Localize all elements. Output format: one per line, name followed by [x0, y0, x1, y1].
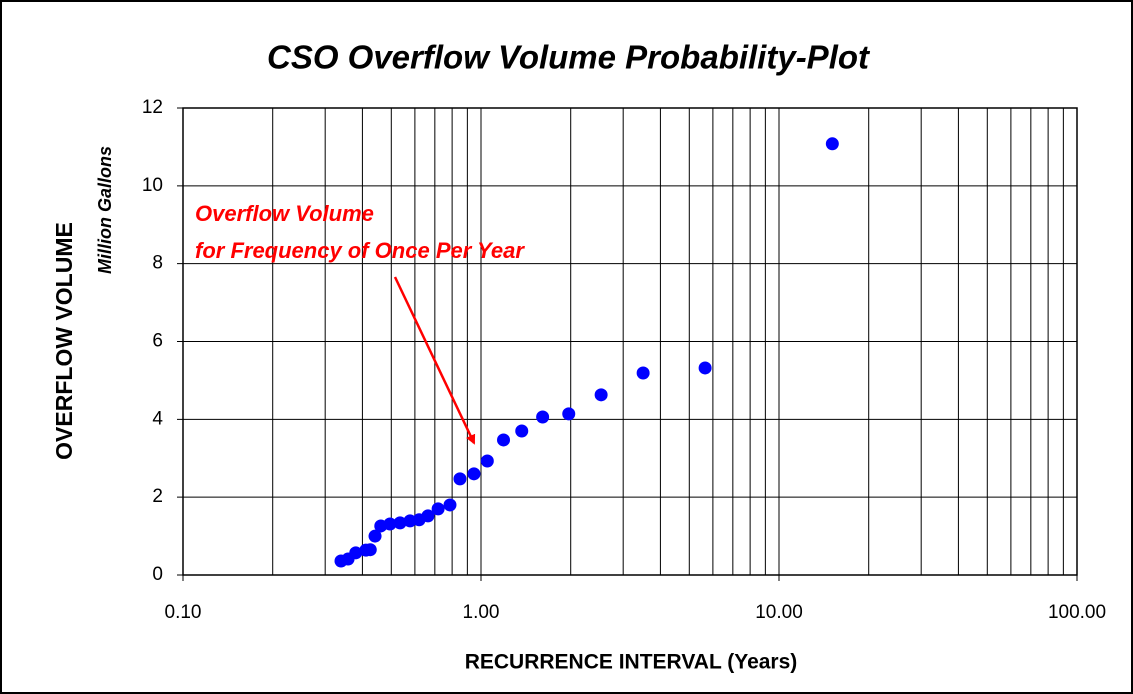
annotation: Overflow Volume [195, 201, 374, 226]
y-tick-label: 12 [142, 97, 163, 118]
y-axis-sublabel: Million Gallons [95, 146, 115, 274]
x-tick-label: 0.10 [165, 602, 202, 623]
data-point [825, 137, 839, 151]
data-point [636, 366, 650, 380]
y-tick-label: 2 [152, 486, 163, 507]
data-point [536, 410, 550, 424]
x-tick-label: 100.00 [1048, 602, 1106, 623]
annotation: for Frequency of Once Per Year [195, 238, 525, 263]
data-point [453, 472, 467, 486]
data-point [480, 454, 494, 468]
data-point [443, 498, 457, 512]
x-axis-label: RECURRENCE INTERVAL (Years) [465, 651, 798, 674]
data-point [497, 433, 511, 447]
data-point [698, 361, 712, 375]
data-point [594, 388, 608, 402]
data-point [349, 546, 363, 560]
y-tick-label: 8 [152, 253, 163, 274]
data-point [431, 502, 445, 516]
plot-area [182, 107, 1078, 576]
data-point [421, 509, 435, 523]
data-point [393, 516, 407, 530]
y-axis-label: OVERFLOW VOLUME [51, 222, 77, 460]
y-tick-label: 10 [142, 175, 163, 196]
data-point [515, 424, 529, 438]
annotation-arrow [393, 276, 476, 445]
y-tick-label: 6 [152, 331, 163, 352]
x-tick-label: 1.00 [463, 602, 500, 623]
chart-title: CSO Overflow Volume Probability-Plot [267, 39, 871, 76]
data-point [467, 467, 481, 481]
data-point [562, 407, 576, 421]
y-tick-label: 0 [152, 564, 163, 585]
data-point [368, 529, 382, 543]
data-point [363, 543, 377, 557]
x-tick-label: 10.00 [755, 602, 803, 623]
data-point [383, 517, 397, 531]
y-tick-label: 4 [152, 408, 163, 429]
